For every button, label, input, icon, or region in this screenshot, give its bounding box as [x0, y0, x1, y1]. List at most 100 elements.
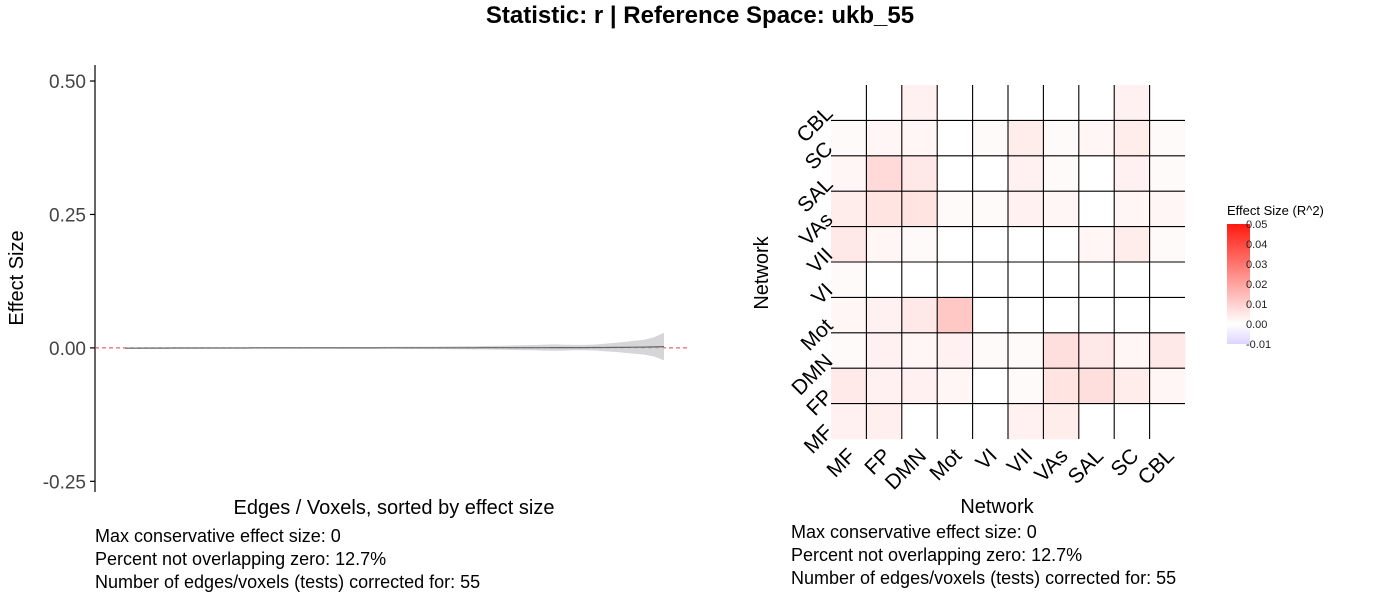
heatmap-cell — [1043, 155, 1080, 192]
heatmap-cell — [1149, 368, 1186, 404]
y-tick-group: -0.25 0.00 0.25 0.50 — [43, 72, 95, 493]
heatmap-x-label: VI — [972, 444, 1002, 474]
heatmap-cell — [1043, 403, 1080, 440]
heatmap-cell — [1043, 368, 1080, 404]
legend-title: Effect Size (R^2) — [1227, 203, 1324, 218]
left-caption: Max conservative effect size: 0 Percent … — [95, 525, 480, 594]
heatmap-cell — [1114, 85, 1150, 121]
heatmap-cell — [1149, 191, 1186, 227]
heatmap-cell — [972, 85, 1009, 121]
heatmap-cell — [1078, 85, 1115, 121]
heatmap-cell — [937, 368, 973, 404]
heatmap-cell — [1114, 297, 1150, 334]
y-tick-label: 0.50 — [49, 72, 86, 93]
heatmap-cell — [1149, 332, 1186, 369]
heatmap-cell — [1008, 155, 1044, 192]
heatmap-cell — [972, 120, 1009, 157]
heatmap-cell — [831, 368, 867, 404]
heatmap-cell — [1043, 226, 1080, 263]
heatmap-cell — [937, 155, 973, 192]
heatmap-cell — [831, 120, 867, 157]
heatmap-cell — [1008, 332, 1044, 369]
heatmap-cell — [1008, 262, 1044, 298]
heatmap-cell — [1149, 226, 1186, 263]
heatmap-y-label: CBL — [792, 102, 837, 147]
heatmap-y-label: SAL — [793, 173, 837, 217]
heatmap-cell — [972, 226, 1009, 263]
legend-tick-label: 0.01 — [1246, 299, 1267, 311]
y-tick-label: 0.25 — [49, 205, 86, 226]
heatmap-cell — [866, 403, 903, 440]
heatmap-x-label: CBL — [1134, 444, 1179, 489]
heatmap-cell — [1008, 226, 1044, 263]
heatmap-x-label: Mot — [925, 444, 966, 485]
legend-tick-label: 0.02 — [1246, 279, 1267, 291]
heatmap-cell — [1008, 368, 1044, 404]
heatmap-cell — [1149, 155, 1186, 192]
heatmap-cell — [1043, 332, 1080, 369]
confidence-band — [125, 332, 664, 361]
effect-size-line-chart: -0.25 0.00 0.25 0.50 Effect Size Edges / Vo… — [6, 65, 690, 519]
heatmap-cell — [1149, 120, 1186, 157]
heatmap-cell — [1114, 368, 1150, 404]
heatmap-cell — [831, 226, 867, 263]
heatmap-cell — [1149, 262, 1186, 298]
heatmap-cell — [1008, 120, 1044, 157]
x-axis-title: Edges / Voxels, sorted by effect size — [234, 497, 555, 519]
heatmap-cell — [937, 262, 973, 298]
heatmap-cell — [1114, 332, 1150, 369]
heatmap-cell — [866, 262, 903, 298]
heatmap-cell — [1078, 297, 1115, 334]
heatmap-cell — [866, 297, 903, 334]
heatmap-cell — [866, 120, 903, 157]
heatmap-cell — [937, 332, 973, 369]
heatmap-x-label: DMN — [881, 444, 931, 494]
y-axis-title: Effect Size — [6, 230, 28, 325]
heatmap-cell — [972, 262, 1009, 298]
heatmap-cell — [1078, 120, 1115, 157]
heatmap-grid — [831, 85, 1185, 439]
legend-tick-label: -0.01 — [1246, 339, 1271, 351]
heatmap-x-label: SAL — [1064, 444, 1108, 488]
y-tick-label: 0.00 — [49, 339, 86, 360]
heatmap-cell — [937, 403, 973, 440]
estimate-line — [125, 346, 665, 349]
heatmap-cell — [831, 85, 867, 121]
legend-tick-label: 0.04 — [1246, 239, 1267, 251]
heatmap-cell — [901, 403, 938, 440]
heatmap-cell — [901, 120, 938, 157]
caption-max-effect: Max conservative effect size: 0 — [791, 522, 1037, 542]
heatmap-y-axis-title: Network — [751, 235, 773, 309]
heatmap-cell — [1008, 297, 1044, 334]
heatmap-cell — [1114, 120, 1150, 157]
heatmap-cell — [866, 191, 903, 227]
heatmap-cell — [1078, 226, 1115, 263]
heatmap-cell — [901, 332, 938, 369]
heatmap-cell — [972, 332, 1009, 369]
heatmap-cell — [866, 332, 903, 369]
legend-tick-label: 0.00 — [1246, 319, 1267, 331]
heatmap-cell — [1008, 191, 1044, 227]
heatmap-cell — [831, 191, 867, 227]
heatmap-cell — [1078, 368, 1115, 404]
heatmap-cell — [1043, 191, 1080, 227]
legend-tick-group: 0.05 0.04 0.03 0.02 0.01 0.00 -0.01 — [1246, 219, 1271, 351]
legend-tick-label: 0.03 — [1246, 259, 1267, 271]
heatmap-cell — [901, 262, 938, 298]
caption-tests-corrected: Number of edges/voxels (tests) corrected… — [791, 568, 1177, 588]
legend-tick-label: 0.05 — [1246, 219, 1267, 231]
caption-tests-corrected: Number of edges/voxels (tests) corrected… — [95, 572, 481, 592]
heatmap-cell — [1078, 262, 1115, 298]
heatmap-cell — [937, 85, 973, 121]
heatmap-cell — [1114, 262, 1150, 298]
heatmap-cell — [901, 191, 938, 227]
heatmap-cell — [831, 262, 867, 298]
legend-colorbar — [1227, 224, 1250, 344]
heatmap-cell — [866, 368, 903, 404]
heatmap-cell — [831, 155, 867, 192]
caption-percent-nonzero: Percent not overlapping zero: 12.7% — [95, 549, 387, 569]
heatmap-cell — [1078, 332, 1115, 369]
right-caption: Max conservative effect size: 0 Percent … — [791, 521, 1176, 590]
